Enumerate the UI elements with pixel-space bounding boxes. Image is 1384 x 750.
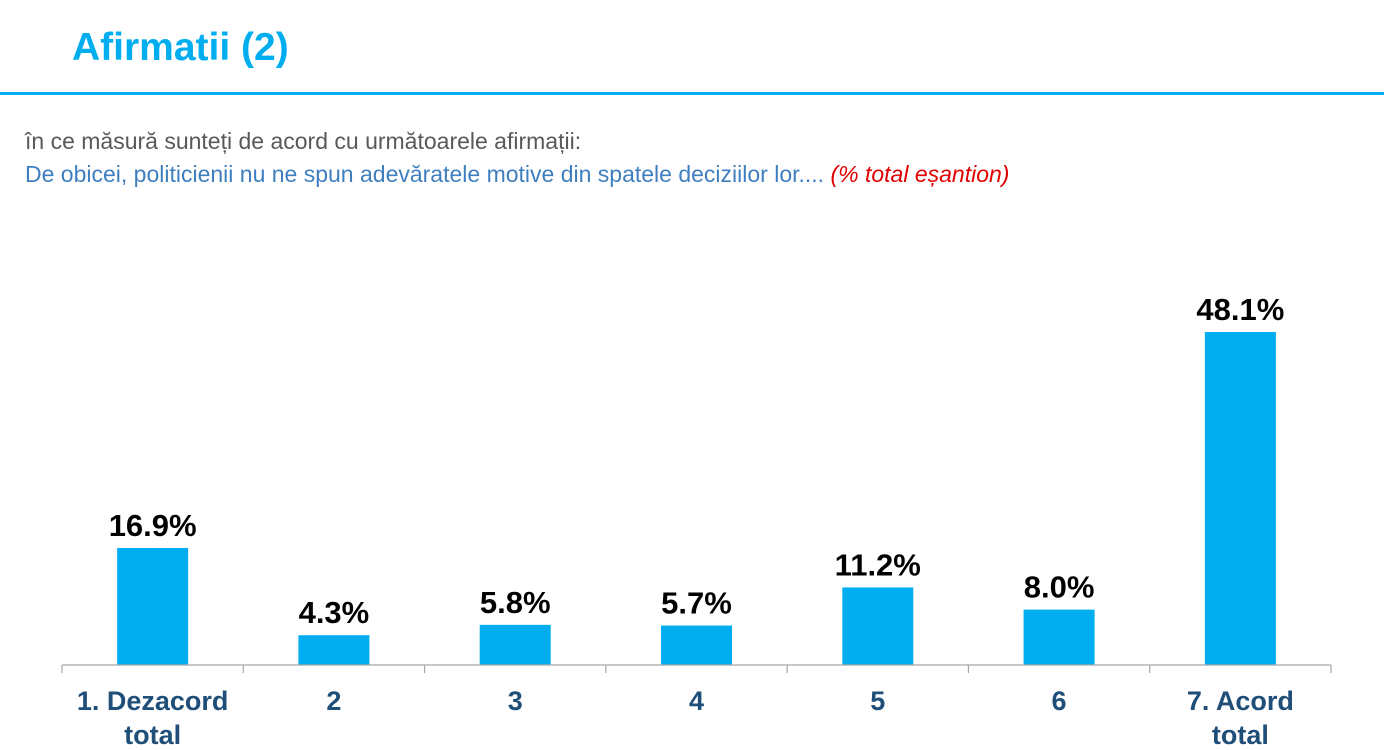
- data-label-6: 8.0%: [1024, 570, 1095, 605]
- value-labels-layer: 16.9% 4.3% 5.8% 5.7% 11.2% 8.0% 48.1%: [109, 292, 1285, 630]
- bar-1: [117, 548, 189, 665]
- category-label-6: 6: [1052, 686, 1067, 716]
- data-label-2: 4.3%: [299, 595, 370, 630]
- data-label-4: 5.7%: [661, 586, 732, 621]
- survey-statement: De obicei, politicienii nu ne spun adevă…: [25, 159, 1009, 189]
- data-label-3: 5.8%: [480, 585, 551, 620]
- category-label-5: 5: [870, 686, 885, 716]
- title-divider: [0, 92, 1384, 95]
- survey-question: în ce măsură sunteți de acord cu următoa…: [25, 128, 582, 154]
- category-label-1-line-2: total: [124, 720, 181, 750]
- category-label-3: 3: [508, 686, 523, 716]
- data-label-5: 11.2%: [835, 547, 921, 582]
- bar-3: [479, 624, 551, 665]
- data-label-1: 16.9%: [109, 508, 197, 543]
- category-label-7-line-2: total: [1212, 720, 1269, 750]
- bar-7: [1204, 332, 1276, 665]
- x-axis: [61, 664, 1332, 673]
- category-label-1-line-1: 1. Dezacord: [77, 686, 229, 716]
- category-labels-layer: 1. Dezacord total 2 3 4 5 6 7. Acord total: [77, 686, 1294, 750]
- bars-layer: [117, 332, 1276, 665]
- statement-text: De obicei, politicienii nu ne spun adevă…: [25, 161, 825, 187]
- category-label-7-line-1: 7. Acord: [1187, 686, 1294, 716]
- bar-6: [1023, 609, 1095, 665]
- slide-title: Afirmatii (2): [72, 26, 289, 69]
- bar-5: [842, 587, 914, 665]
- base-note: (% total eșantion): [830, 161, 1010, 187]
- bar-2: [298, 635, 370, 665]
- data-label-7: 48.1%: [1196, 292, 1284, 327]
- category-label-4: 4: [689, 686, 704, 716]
- bar-4: [661, 625, 732, 665]
- category-label-2: 2: [326, 686, 341, 716]
- bar-chart: 16.9% 4.3% 5.8% 5.7% 11.2% 8.0% 48.1% 1. Dezac…: [61, 292, 1332, 750]
